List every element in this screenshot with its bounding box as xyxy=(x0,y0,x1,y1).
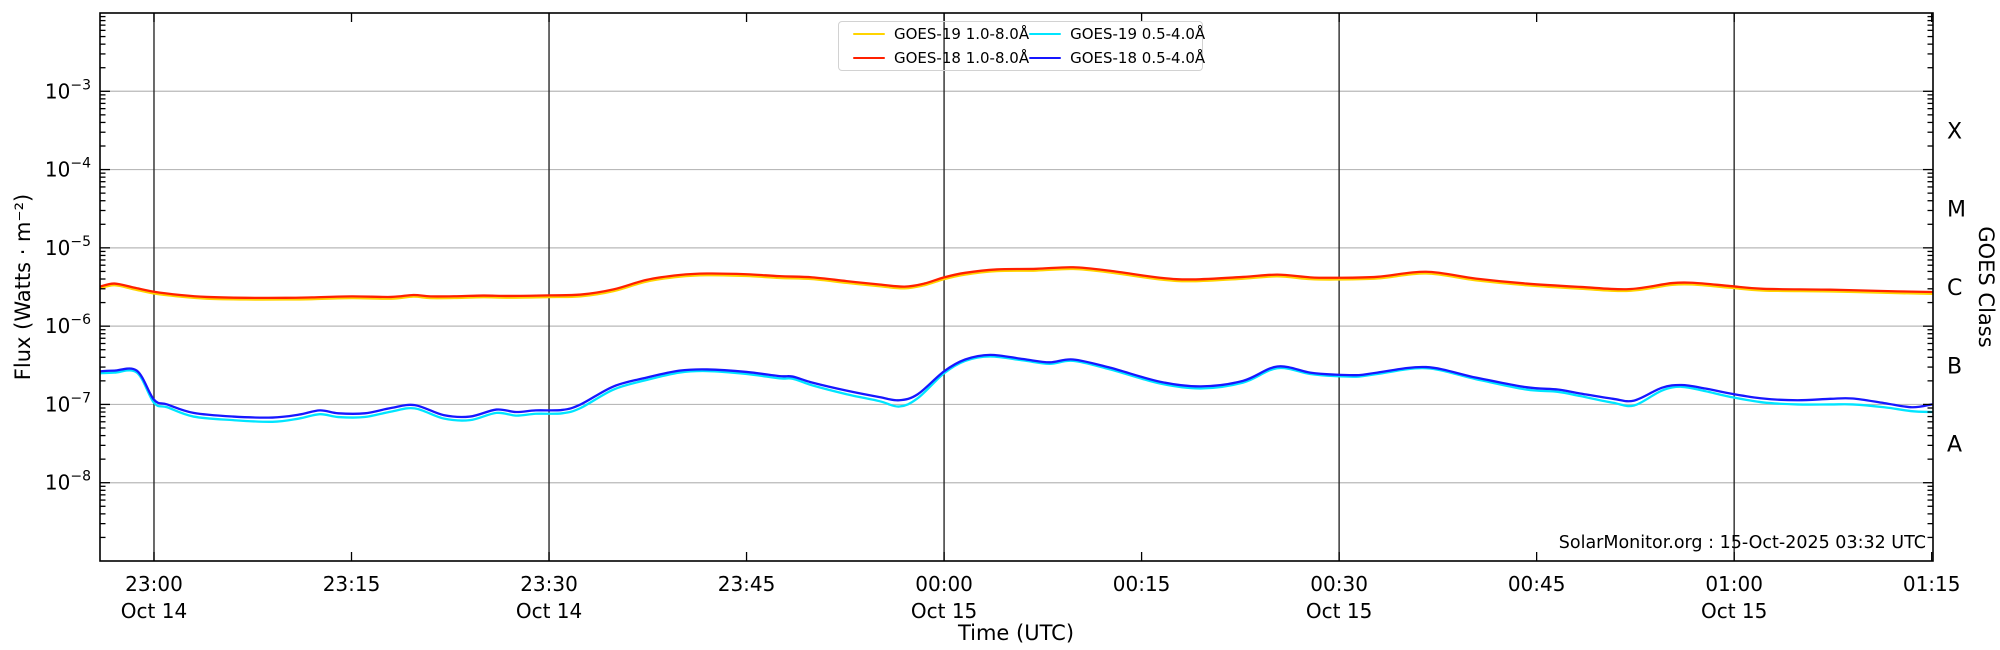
x-tick-labels: 23:00 Oct 14 23:15 23:30 Oct 14 23:45 00:00 Oct… xyxy=(121,572,1961,623)
legend-label: GOES-18 1.0-8.0Å xyxy=(894,48,1030,67)
flux-curve-goes18_long xyxy=(100,266,1933,300)
axis-ticks xyxy=(100,13,1933,561)
x-tick-time-label: 23:30 xyxy=(520,572,578,596)
x-axis-label: Time (UTC) xyxy=(957,621,1074,645)
legend-line-swatch xyxy=(853,56,885,60)
legend: GOES-19 1.0-8.0Å GOES-18 1.0-8.0Å GOES-19 … xyxy=(838,21,1206,71)
y-tick-labels: 10−3 10−4 10−5 10−6 10−7 10−8 xyxy=(45,77,91,494)
y-tick-label: 10−8 xyxy=(45,469,91,495)
y-tick-label: 10−4 xyxy=(45,156,91,182)
x-tick-time-label: 00:45 xyxy=(1508,572,1566,596)
goes-class-letter: M xyxy=(1947,198,1966,223)
y-tick-label: 10−3 xyxy=(45,77,91,103)
x-tick-time-label: 00:00 xyxy=(915,572,973,596)
legend-line-swatch xyxy=(853,32,885,36)
x-tick-time-label: 23:15 xyxy=(323,572,381,596)
goes-class-letter: A xyxy=(1947,433,1962,458)
legend-entry: GOES-18 0.5-4.0Å xyxy=(1029,48,1206,67)
x-tick-date-label: Oct 15 xyxy=(911,599,977,623)
y-tick-label: 10−5 xyxy=(45,234,91,260)
right-axis-label: GOES Class xyxy=(1974,226,1998,347)
x-tick-date-label: Oct 15 xyxy=(1306,599,1372,623)
legend-line-swatch xyxy=(1029,56,1062,60)
legend-entry: GOES-19 0.5-4.0Å xyxy=(1029,24,1206,43)
x-tick-time-label: 23:00 xyxy=(125,572,183,596)
flux-curve-goes19_short xyxy=(100,355,1933,423)
flux-curve-goes18_short xyxy=(100,353,1933,419)
x-tick-time-label: 00:15 xyxy=(1113,572,1171,596)
flux-curves xyxy=(100,266,1933,423)
date-vlines xyxy=(153,13,1735,561)
x-tick-date-label: Oct 14 xyxy=(121,599,187,623)
goes-class-letter: C xyxy=(1947,276,1962,301)
x-tick-time-label: 00:30 xyxy=(1310,572,1368,596)
x-tick-date-label: Oct 14 xyxy=(516,599,582,623)
legend-entry: GOES-18 1.0-8.0Å xyxy=(853,48,1030,67)
legend-line-swatch xyxy=(1029,32,1062,36)
x-tick-time-label: 01:00 xyxy=(1705,572,1763,596)
y-tick-label: 10−7 xyxy=(45,390,91,416)
legend-entry: GOES-19 1.0-8.0Å xyxy=(853,24,1030,43)
legend-label: GOES-19 1.0-8.0Å xyxy=(894,24,1030,43)
y-axis-label: Flux (Watts · m⁻²) xyxy=(11,194,35,380)
watermark-text: SolarMonitor.org : 15-Oct-2025 03:32 UTC xyxy=(1559,533,1926,553)
x-tick-time-label: 23:45 xyxy=(718,572,776,596)
goes-class-labels: X M C B A xyxy=(1947,119,1966,457)
x-tick-date-label: Oct 15 xyxy=(1701,599,1767,623)
y-tick-label: 10−6 xyxy=(45,312,91,338)
flux-curve-goes19_long xyxy=(100,267,1933,301)
x-tick-time-label: 01:15 xyxy=(1903,572,1961,596)
legend-label: GOES-18 0.5-4.0Å xyxy=(1070,48,1206,67)
goes-class-letter: X xyxy=(1947,119,1962,144)
legend-label: GOES-19 0.5-4.0Å xyxy=(1070,24,1206,43)
plot-frame xyxy=(99,12,1934,562)
goes-class-letter: B xyxy=(1947,354,1962,379)
